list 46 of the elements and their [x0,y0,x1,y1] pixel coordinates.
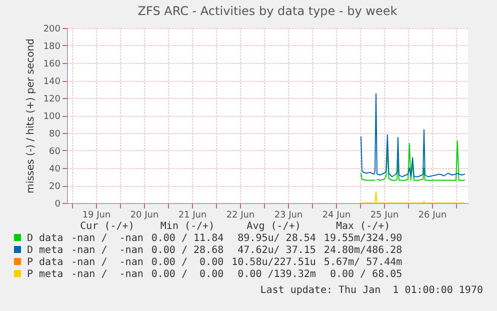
text: 24.80m/486.28 [322,245,404,257]
text: 0.00 / 68.05 [328,269,404,281]
text: Cur (-/+) [79,221,136,233]
text: 47.62u/ 37.15 [236,245,317,257]
text: 19.55m/324.90 [322,233,404,245]
x-tick-label: 19 Jun [82,210,111,220]
y-tick-label: 140 [43,77,61,87]
y-tick-label: 80 [49,130,61,140]
text: 10.58u/227.51u [230,257,317,269]
x-tick-label: 21 Jun [178,210,207,220]
text: 0.00 / 0.00 [150,269,225,281]
y-tick-label: 180 [43,42,61,52]
y-tick-label: 100 [43,112,61,122]
y-tick-label: 160 [43,60,61,70]
y-tick-label: 60 [49,147,61,157]
y-tick-label: 0 [54,200,61,210]
legend-label: P meta [27,269,64,280]
x-tick-label: 20 Jun [130,210,159,220]
text: 0.00 / 0.00 [150,257,225,269]
text: 0.00 / 11.84 [150,233,225,245]
text: Avg (-/+) [246,221,302,233]
text: 0.00 / 28.68 [150,245,225,257]
text: 89.95u/ 28.54 [236,233,317,245]
legend-label: D meta [27,245,64,256]
text: -nan / -nan [70,245,144,257]
text: -nan / -nan [70,269,144,281]
x-tick-label: 26 Jun [418,210,447,220]
text: Max (-/+) [334,221,392,233]
text: Min (-/+) [159,221,216,233]
text: Last update: Thu Jan 1 01:00:00 1970 [260,285,483,296]
x-tick-label: 23 Jun [274,210,303,220]
x-tick-label: 24 Jun [322,210,351,220]
legend-label: P data [27,257,64,268]
text: 5.67m/ 57.44m [322,257,404,269]
text: -nan / -nan [70,257,144,269]
y-tick-label: 40 [49,164,61,174]
x-tick-label: 25 Jun [370,210,399,220]
y-tick-label: 120 [43,94,61,104]
y-tick-label: 200 [43,24,61,34]
y-tick-label: 20 [49,182,61,192]
y-axis-title: misses (-) / hits (+) per second [25,38,36,194]
chart-title: ZFS ARC - Activities by data type - by week [138,4,398,18]
text: -nan / -nan [70,233,144,245]
legend-label: D data [27,233,64,244]
text: 0.00 /139.32m [236,269,317,281]
x-tick-label: 22 Jun [226,210,255,220]
